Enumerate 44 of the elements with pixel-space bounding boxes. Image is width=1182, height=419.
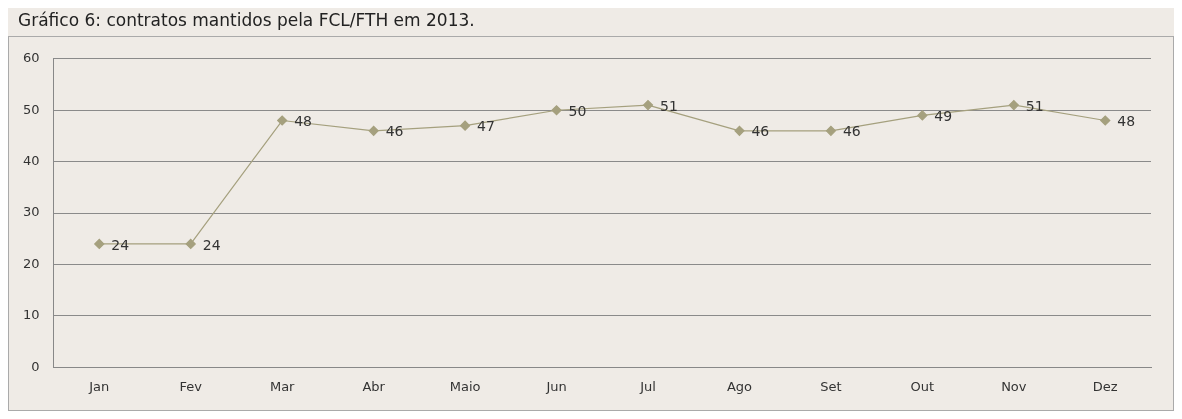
point [1100, 115, 1111, 126]
point [368, 125, 379, 136]
x-tick-label: Abr [362, 378, 386, 394]
y-tick-label: 10 [23, 307, 40, 323]
x-tick-label: Nov [1001, 378, 1027, 394]
data-label: 51 [660, 97, 678, 114]
data-label: 50 [568, 102, 587, 119]
point [734, 125, 745, 136]
point [94, 238, 105, 250]
x-tick-label: Jan [88, 378, 110, 394]
x-tick-label: Jul [639, 378, 656, 394]
x-tick-label: Ago [726, 378, 753, 394]
data-label: 24 [111, 236, 130, 253]
data-label: 46 [385, 123, 404, 140]
x-tick-label: Set [820, 378, 842, 394]
point [642, 99, 654, 111]
y-tick-label: 20 [23, 255, 40, 271]
x-tick-label: Dez [1092, 378, 1118, 394]
data-label: 46 [842, 123, 861, 140]
x-tick-label: Maio [449, 378, 481, 394]
point [917, 110, 928, 121]
y-tick-label: 0 [31, 358, 40, 374]
data-label: 24 [202, 236, 221, 253]
point [825, 125, 837, 136]
chart-title: Gráfico 6: contratos mantidos pela FCL/FTH em 2013. [17, 9, 476, 32]
data-label: 48 [1117, 113, 1136, 130]
point [1008, 99, 1019, 111]
x-tick-label: Mar [269, 378, 296, 394]
point [551, 105, 562, 116]
x-tick-label: Out [910, 378, 935, 394]
y-tick-label: 40 [23, 153, 40, 169]
x-tick-label: Fev [179, 378, 203, 394]
point [459, 120, 471, 131]
y-tick-label: 50 [23, 101, 40, 117]
data-label: 46 [751, 123, 770, 140]
point [185, 238, 196, 250]
data-label: 47 [477, 118, 495, 135]
point [277, 115, 288, 126]
y-tick-label: 60 [23, 50, 40, 66]
data-label: 48 [294, 113, 313, 130]
data-label: 51 [1025, 97, 1044, 114]
y-tick-label: 30 [23, 204, 40, 220]
x-tick-label: Jun [545, 378, 567, 394]
data-label: 49 [934, 108, 953, 125]
